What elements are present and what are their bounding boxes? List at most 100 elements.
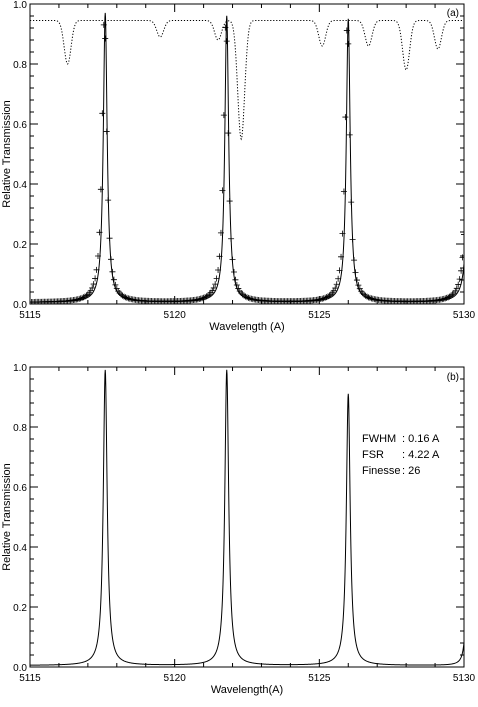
data-point-marker (368, 295, 375, 302)
data-point-marker (217, 229, 224, 236)
data-point-marker (109, 268, 116, 275)
annotation-fsr-value: : 4.22 A (402, 449, 440, 461)
data-point-marker (210, 284, 217, 291)
data-point-marker (92, 275, 99, 282)
data-point-marker (327, 291, 334, 298)
panel-a-y-ticks: 0.0 0.2 0.4 0.6 0.8 1.0 (13, 0, 464, 311)
data-point-marker (105, 197, 112, 204)
data-point-marker (89, 284, 96, 291)
data-point-marker (76, 295, 83, 302)
data-point-marker (233, 281, 240, 288)
data-point-marker (352, 269, 359, 276)
panel-b-y-ticks: 0.0 0.2 0.4 0.6 0.8 1.0 (13, 363, 464, 674)
panel-b-x-tick-label: 5120 (164, 673, 187, 684)
data-point-marker (215, 267, 222, 274)
panel-a-y-tick-label: 1.0 (13, 0, 27, 11)
data-point-marker (245, 294, 252, 301)
data-point-marker (112, 281, 119, 288)
data-point-marker (440, 295, 447, 302)
data-point-marker (230, 269, 237, 276)
data-point-marker (102, 35, 109, 42)
data-point-marker (84, 291, 91, 298)
data-point-marker (96, 229, 103, 236)
data-point-marker (342, 114, 349, 121)
data-point-marker (121, 293, 128, 300)
annotation-fwhm-label: FWHM (362, 433, 396, 445)
panel-a-xlabel: Wavelength (A) (209, 321, 284, 333)
data-point-marker (100, 21, 107, 28)
data-point-marker (356, 285, 363, 292)
panel-a-y-tick-label: 0.8 (13, 60, 27, 71)
panel-b-series-0-line (30, 369, 464, 666)
data-point-marker (228, 235, 235, 242)
panel-a-y-tick-label: 0.2 (13, 240, 27, 251)
data-point-marker (455, 281, 462, 288)
annotation-finesse-label: Finesse (362, 465, 401, 477)
data-point-marker (106, 235, 113, 242)
data-point-marker (348, 199, 355, 206)
data-point-marker (333, 281, 340, 288)
panel-b-y-tick-label: 0.8 (13, 423, 27, 434)
data-point-marker (359, 290, 366, 297)
panel-b-frame (29, 366, 465, 668)
panel-b-series (30, 369, 464, 666)
panel-b-label: (b) (447, 372, 459, 383)
data-point-marker (94, 253, 101, 260)
data-point-marker (459, 254, 464, 261)
data-point-marker (456, 276, 463, 283)
annotation-finesse-value: : 26 (402, 465, 420, 477)
annotation-fwhm-value: : 0.16 A (402, 433, 440, 445)
panel-a-x-tick-label: 5115 (19, 310, 41, 321)
data-point-marker (364, 293, 371, 300)
data-point-marker (103, 128, 110, 135)
panel-a: (a) Relative Transmission Wavelength (A)… (1, 0, 476, 333)
panel-a-label: (a) (447, 8, 459, 19)
data-point-marker (225, 130, 232, 137)
data-point-marker (83, 292, 90, 299)
data-point-marker (116, 290, 123, 297)
data-point-marker (365, 294, 372, 301)
data-point-marker (447, 292, 454, 299)
data-point-marker (223, 38, 230, 45)
panel-b-x-tick-label: 5115 (19, 673, 41, 684)
annotation-fsr-label: FSR (362, 449, 384, 461)
data-point-marker (87, 287, 94, 294)
panel-a-ylabel: Relative Transmission (1, 100, 13, 208)
data-point-marker (339, 230, 346, 237)
data-point-marker (90, 281, 97, 288)
data-point-marker (244, 294, 250, 301)
data-point-marker (349, 236, 356, 243)
data-point-marker (197, 295, 204, 302)
data-point-marker (93, 266, 100, 273)
panel-a-x-tick-label: 5120 (164, 310, 187, 321)
data-point-marker (461, 231, 464, 238)
panel-b-y-tick-label: 0.2 (13, 603, 27, 614)
panel-a-y-tick-label: 0.6 (13, 120, 27, 131)
data-point-marker (99, 110, 106, 117)
data-point-marker (442, 295, 449, 302)
data-point-marker (332, 285, 339, 292)
data-point-marker (320, 295, 327, 302)
data-point-marker (125, 295, 132, 302)
panel-a-y-tick-label: 0.0 (13, 300, 27, 311)
panel-a-y-tick-label: 0.4 (13, 180, 27, 191)
data-point-marker (110, 276, 117, 283)
data-point-marker (452, 288, 459, 295)
panel-a-series (30, 12, 464, 304)
data-point-marker (242, 293, 249, 300)
data-point-marker (338, 253, 345, 260)
panel-a-plot-area (30, 12, 464, 304)
data-point-marker (322, 294, 329, 301)
data-point-marker (330, 287, 337, 294)
data-point-marker (97, 186, 104, 193)
data-point-marker (122, 294, 129, 301)
data-point-marker (355, 282, 362, 289)
data-point-marker (335, 275, 342, 282)
panel-b-plot-area (30, 369, 464, 666)
panel-b-xlabel: Wavelength(A) (211, 684, 283, 696)
data-point-marker (222, 24, 229, 31)
data-point-marker (238, 290, 245, 297)
panel-a-series-1-dotted-line (30, 20, 464, 141)
data-point-marker (345, 40, 352, 47)
